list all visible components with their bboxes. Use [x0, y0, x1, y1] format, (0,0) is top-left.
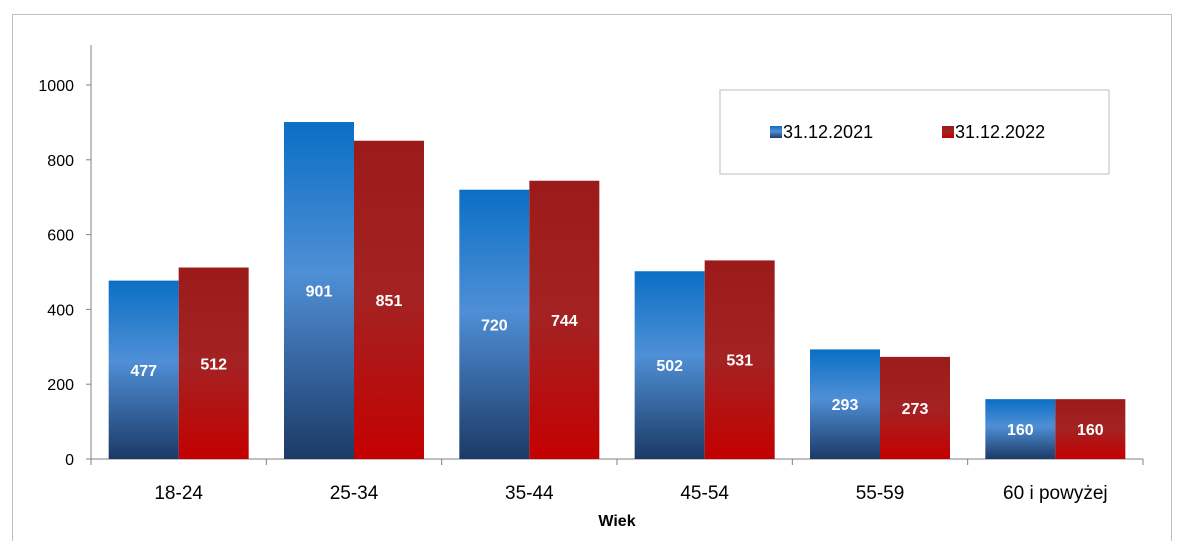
bar-2022 — [704, 260, 775, 459]
bar-2022 — [354, 140, 424, 459]
x-tick-label: 60 i powyżej — [1003, 483, 1108, 504]
bar-2022 — [1055, 399, 1126, 459]
legend-label: 31.12.2022 — [955, 122, 1045, 142]
bar-2022 — [178, 267, 249, 459]
legend-swatch — [942, 126, 954, 138]
data-label: 744 — [551, 313, 578, 330]
data-labels: 477 901 720 502 293 160 512 851 744 531 273 160 — [130, 284, 1103, 440]
y-tick-label: 1000 — [38, 78, 74, 95]
x-tick-label: 25-34 — [330, 483, 379, 504]
data-label: 720 — [481, 317, 508, 334]
y-tick-label: 200 — [47, 377, 74, 394]
legend-box — [719, 89, 1110, 175]
data-label: 160 — [1077, 422, 1104, 439]
y-tick-label: 0 — [65, 452, 74, 469]
x-tick-label: 18-24 — [154, 483, 203, 504]
bar-2022 — [880, 356, 950, 459]
x-tick-label: 45-54 — [680, 483, 729, 504]
data-label: 502 — [656, 358, 683, 375]
y-tick-label: 400 — [47, 302, 74, 319]
legend: 31.12.2021 31.12.2022 — [719, 89, 1110, 175]
y-tick-label: 800 — [47, 153, 74, 170]
bar-2021 — [634, 271, 705, 459]
data-label: 477 — [130, 363, 157, 380]
bar-2022 — [529, 180, 600, 459]
bars — [108, 122, 1126, 459]
x-tick-label: 35-44 — [505, 483, 554, 504]
bar-2021 — [810, 349, 880, 459]
legend-swatch — [770, 126, 782, 138]
data-label: 901 — [306, 284, 333, 301]
bar-2021 — [284, 122, 354, 459]
data-label: 273 — [902, 401, 929, 418]
data-label: 851 — [376, 293, 403, 310]
x-axis-label: Wiek — [598, 513, 635, 530]
bar-2021 — [108, 280, 179, 459]
y-tick-label: 600 — [47, 228, 74, 245]
data-label: 512 — [200, 356, 227, 373]
data-label: 160 — [1007, 422, 1034, 439]
bar-2021 — [459, 189, 530, 459]
x-tick-label: 55-59 — [856, 483, 905, 504]
data-label: 531 — [726, 353, 753, 370]
bar-2021 — [985, 399, 1056, 459]
axes: 0 200 400 600 800 1000 18-24 25-34 35-44 45-54 55-… — [38, 45, 1144, 530]
data-label: 293 — [832, 397, 859, 414]
legend-label: 31.12.2021 — [783, 122, 873, 142]
